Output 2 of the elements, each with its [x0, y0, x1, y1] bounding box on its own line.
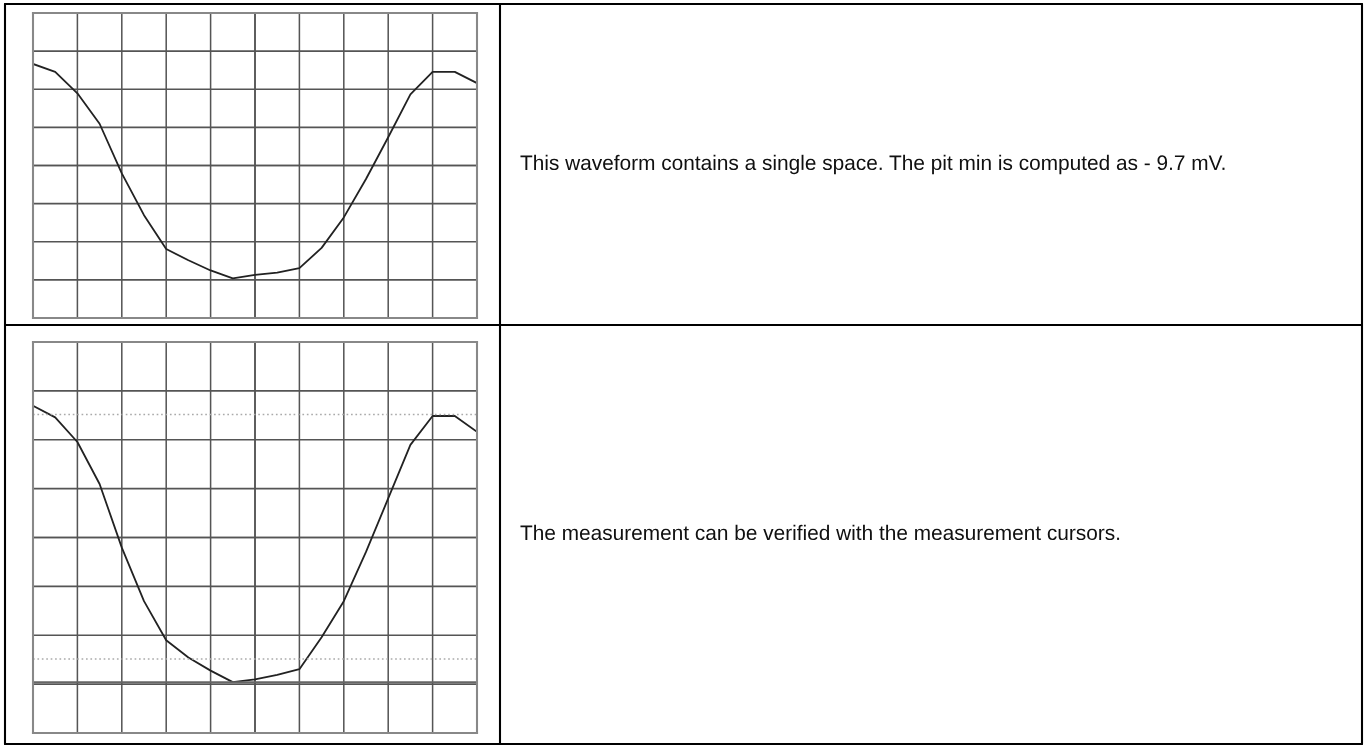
text: This waveform contains a single space. The pit min is computed as - 9.7 mV.	[520, 154, 1225, 175]
text: The measurement can be verified with the measurement cursors.	[520, 524, 1120, 541]
